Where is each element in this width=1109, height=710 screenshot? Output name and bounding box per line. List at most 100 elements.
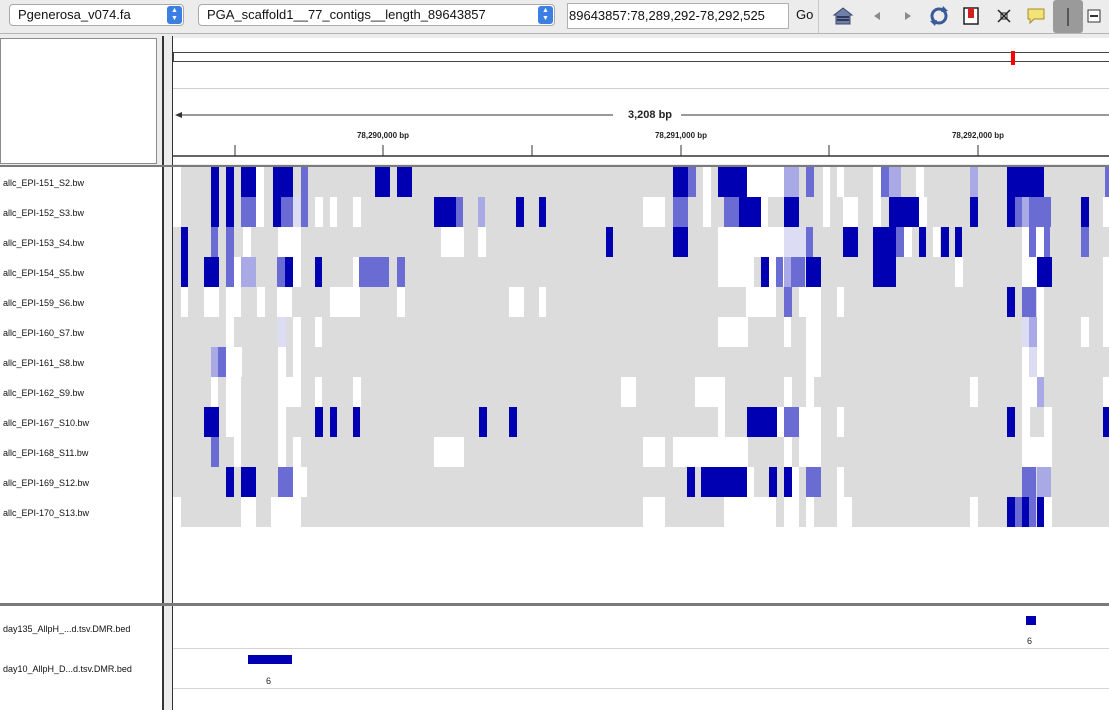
methylation-cell bbox=[777, 407, 784, 437]
genome-dropdown[interactable]: Pgenerosa_v074.fa ▲ ▼ bbox=[9, 4, 184, 26]
methylation-cell bbox=[1037, 347, 1044, 377]
methylation-cell bbox=[273, 167, 281, 197]
methylation-cell bbox=[1044, 407, 1052, 437]
methylation-cell bbox=[1007, 197, 1015, 227]
back-icon[interactable] bbox=[866, 5, 888, 27]
methylation-cell bbox=[1022, 407, 1030, 437]
dropdown-arrows-icon: ▲ ▼ bbox=[167, 6, 182, 24]
methylation-cell bbox=[293, 227, 301, 257]
methylation-cell bbox=[539, 197, 546, 227]
methylation-cell bbox=[955, 257, 963, 287]
methylation-cell bbox=[241, 257, 256, 287]
methylation-cell bbox=[234, 437, 241, 467]
methylation-cell bbox=[226, 467, 234, 497]
methylation-cell bbox=[703, 197, 711, 227]
track-name[interactable]: allc_EPI-161_S8.bw bbox=[3, 358, 85, 368]
track-name[interactable]: allc_EPI-160_S7.bw bbox=[3, 328, 85, 338]
track-name[interactable]: allc_EPI-168_S11.bw bbox=[3, 448, 89, 458]
methylation-cell bbox=[703, 167, 711, 197]
dmr-feature[interactable] bbox=[248, 655, 292, 664]
dropdown-arrows-icon: ▲ ▼ bbox=[538, 6, 553, 24]
methylation-cell bbox=[881, 167, 889, 197]
track-name[interactable]: allc_EPI-154_S5.bw bbox=[3, 268, 85, 278]
methylation-cell bbox=[747, 467, 754, 497]
methylation-cell bbox=[873, 197, 881, 227]
methylation-cell bbox=[1015, 197, 1022, 227]
track-name[interactable]: allc_EPI-152_S3.bw bbox=[3, 208, 85, 218]
track-name[interactable]: allc_EPI-162_S9.bw bbox=[3, 388, 85, 398]
locus-search-input[interactable]: 89643857:78,289,292-78,292,525 bbox=[567, 3, 789, 29]
methylation-cell bbox=[919, 227, 926, 257]
track-name[interactable]: allc_EPI-153_S4.bw bbox=[3, 238, 85, 248]
feature-track-name[interactable]: day10_AllpH_D...d.tsv.DMR.bed bbox=[3, 664, 132, 674]
methylation-cell bbox=[397, 287, 405, 317]
methylation-cell bbox=[211, 167, 219, 197]
methylation-cell bbox=[688, 167, 696, 197]
chromosome-dropdown[interactable]: PGA_scaffold1__77_contigs__length_896438… bbox=[198, 4, 555, 26]
methylation-cell bbox=[277, 257, 285, 287]
home-icon[interactable] bbox=[832, 5, 854, 27]
track-name[interactable]: allc_EPI-169_S12.bw bbox=[3, 478, 90, 488]
methylation-cell bbox=[241, 497, 256, 527]
methylation-cell bbox=[784, 257, 791, 287]
methylation-cell bbox=[278, 347, 286, 377]
locus-search-value: 89643857:78,289,292-78,292,525 bbox=[569, 8, 765, 23]
forward-icon[interactable] bbox=[897, 5, 919, 27]
methylation-cell bbox=[718, 317, 748, 347]
methylation-cell bbox=[687, 467, 695, 497]
methylation-cell bbox=[285, 467, 293, 497]
methylation-cell bbox=[243, 227, 251, 257]
methylation-cell bbox=[889, 197, 919, 227]
track-name[interactable]: allc_EPI-167_S10.bw bbox=[3, 418, 90, 428]
methylation-cell bbox=[293, 497, 301, 527]
methylation-cell bbox=[211, 437, 219, 467]
methylation-cell bbox=[768, 497, 776, 527]
chromosome-ideogram[interactable] bbox=[173, 52, 1109, 62]
methylation-cell bbox=[353, 197, 361, 227]
methylation-cell bbox=[1044, 497, 1052, 527]
minimize-icon[interactable] bbox=[1084, 5, 1104, 27]
methylation-cell bbox=[1007, 167, 1022, 197]
methylation-cell bbox=[397, 257, 405, 287]
methylation-cell bbox=[806, 317, 821, 347]
methylation-cell bbox=[784, 437, 792, 467]
methylation-cell bbox=[226, 407, 234, 437]
methylation-cell bbox=[509, 407, 517, 437]
go-button[interactable]: Go bbox=[796, 7, 814, 22]
center-line-icon[interactable] bbox=[1053, 0, 1083, 33]
methylation-cell bbox=[1029, 287, 1036, 317]
methylation-cell bbox=[970, 497, 978, 527]
methylation-cell bbox=[718, 407, 725, 437]
methylation-cell bbox=[359, 257, 389, 287]
methylation-cell bbox=[479, 407, 487, 437]
methylation-heatmap[interactable] bbox=[173, 167, 1109, 527]
methylation-cell bbox=[873, 167, 881, 197]
popup-info-icon[interactable] bbox=[1025, 5, 1047, 27]
ideogram-separator bbox=[173, 88, 1109, 89]
methylation-cell bbox=[1037, 497, 1044, 527]
methylation-cell bbox=[1022, 497, 1030, 527]
methylation-cell bbox=[806, 167, 814, 197]
methylation-cell bbox=[226, 377, 234, 407]
dmr-feature[interactable] bbox=[1026, 616, 1036, 625]
resize-icon[interactable] bbox=[993, 5, 1015, 27]
methylation-cell bbox=[837, 497, 852, 527]
refresh-icon[interactable] bbox=[928, 5, 950, 27]
methylation-cell bbox=[806, 467, 821, 497]
methylation-cell bbox=[434, 197, 456, 227]
track-name[interactable]: allc_EPI-151_S2.bw bbox=[3, 178, 85, 188]
methylation-cell bbox=[173, 167, 181, 197]
roi-icon[interactable] bbox=[960, 5, 982, 27]
methylation-cell bbox=[226, 167, 234, 197]
track-name[interactable]: allc_EPI-170_S13.bw bbox=[3, 508, 90, 518]
methylation-cell bbox=[746, 497, 768, 527]
methylation-cell bbox=[873, 227, 896, 257]
track-name[interactable]: allc_EPI-159_S6.bw bbox=[3, 298, 85, 308]
data-panel-border bbox=[172, 36, 173, 710]
methylation-cell bbox=[204, 287, 219, 317]
methylation-cell bbox=[1022, 317, 1030, 347]
methylation-cell bbox=[970, 167, 978, 197]
feature-track-name[interactable]: day135_AllpH_...d.tsv.DMR.bed bbox=[3, 624, 131, 634]
methylation-cell bbox=[1022, 227, 1030, 257]
methylation-cell bbox=[643, 437, 665, 467]
